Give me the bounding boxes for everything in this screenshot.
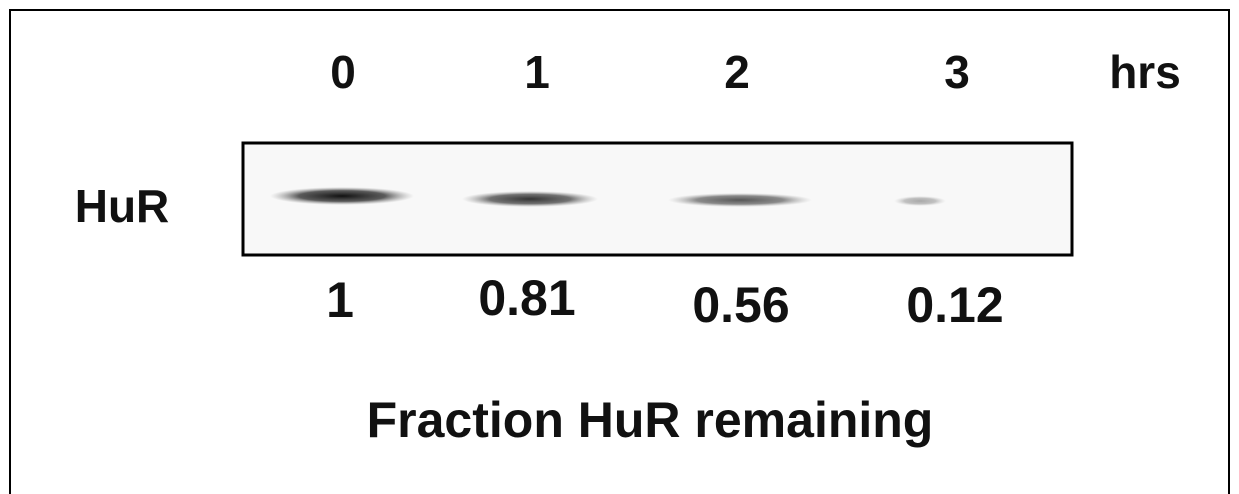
time-unit: hrs: [1109, 46, 1181, 98]
band: [894, 196, 946, 206]
caption: Fraction HuR remaining: [367, 392, 934, 448]
fraction-label: 0.81: [478, 270, 575, 326]
fraction-label: 0.56: [692, 277, 789, 333]
row-label: HuR: [75, 180, 170, 232]
page: hrs HuR Fraction HuR remaining 0 1 2 3 1 0.81…: [0, 0, 1239, 494]
time-label: 1: [524, 46, 550, 98]
band: [462, 191, 598, 207]
fraction-label: 0.12: [906, 277, 1003, 333]
band: [270, 187, 414, 205]
time-label: 0: [330, 46, 356, 98]
fraction-label: 1: [326, 272, 354, 328]
figure: hrs HuR Fraction HuR remaining 0 1 2 3 1 0.81…: [0, 0, 1239, 494]
band: [668, 193, 812, 207]
time-label: 3: [944, 46, 970, 98]
time-label: 2: [724, 46, 750, 98]
